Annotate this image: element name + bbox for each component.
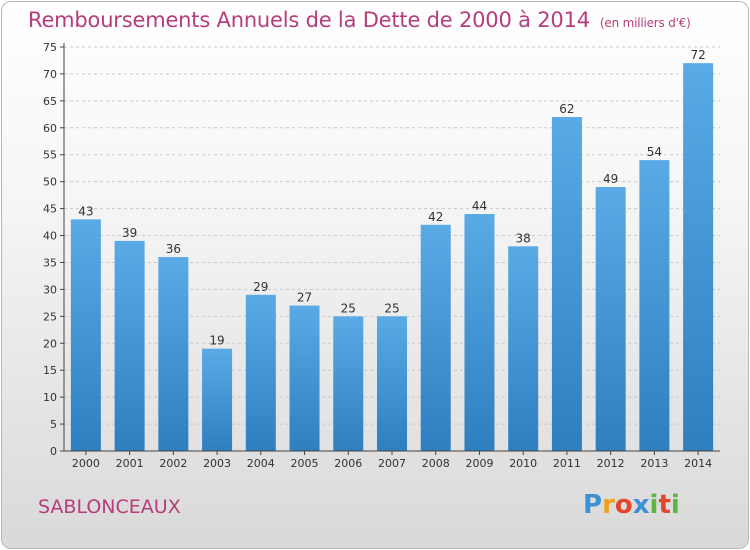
bar-value-label: 62 [559, 102, 574, 116]
y-tick-label: 5 [50, 418, 57, 431]
bar [245, 294, 276, 451]
x-tick-label: 2013 [640, 457, 668, 470]
bar-value-label: 49 [603, 172, 618, 186]
x-tick-label: 2005 [291, 457, 319, 470]
x-tick-label: 2009 [465, 457, 493, 470]
bar [114, 240, 145, 451]
bar-value-label: 36 [166, 242, 181, 256]
bar [420, 224, 451, 451]
x-tick-label: 2007 [378, 457, 406, 470]
x-tick-label: 2012 [597, 457, 625, 470]
y-tick-label: 50 [43, 176, 57, 189]
bar [595, 187, 626, 451]
y-tick-label: 30 [43, 283, 57, 296]
logo-letter: P [583, 490, 603, 520]
y-tick-label: 10 [43, 391, 57, 404]
x-tick-label: 2003 [203, 457, 231, 470]
bar [508, 246, 539, 451]
bar-value-label: 19 [209, 334, 224, 348]
x-tick-label: 2008 [422, 457, 450, 470]
bar-value-label: 38 [516, 231, 531, 245]
bar-value-label: 72 [690, 48, 705, 62]
bar [683, 63, 714, 451]
logo-letter: o [614, 490, 633, 520]
y-tick-label: 35 [43, 256, 57, 269]
bars [70, 63, 714, 451]
bar-value-label: 29 [253, 280, 268, 294]
bar [551, 117, 582, 451]
y-tick-label: 0 [50, 445, 57, 458]
y-tick-label: 60 [43, 122, 57, 135]
logo-letter: t [658, 490, 671, 520]
x-tick-label: 2011 [553, 457, 581, 470]
proxiti-logo: Proxiti [583, 490, 680, 520]
bar-value-label: 39 [122, 226, 137, 240]
y-tick-label: 45 [43, 203, 57, 216]
chart-title-text: Remboursements Annuels de la Dette de 20… [28, 8, 590, 32]
bar-value-label: 27 [297, 291, 312, 305]
x-tick-label: 2004 [247, 457, 275, 470]
y-tick-label: 20 [43, 337, 57, 350]
x-tick-label: 2014 [684, 457, 712, 470]
logo-letter: i [670, 490, 680, 520]
y-tick-label: 25 [43, 310, 57, 323]
bar-value-label: 43 [78, 204, 93, 218]
logo-letter: r [602, 490, 615, 520]
bar [377, 316, 407, 451]
bar-value-label: 44 [472, 199, 487, 213]
x-tick-label: 2001 [116, 457, 144, 470]
x-tick-label: 2000 [72, 457, 100, 470]
y-tick-label: 65 [43, 95, 57, 108]
bar-value-label: 42 [428, 210, 443, 224]
y-tick-label: 70 [43, 68, 57, 81]
y-tick-label: 75 [43, 41, 57, 54]
bar [202, 348, 233, 451]
bar [639, 160, 670, 451]
y-tick-label: 55 [43, 149, 57, 162]
bar [158, 257, 189, 451]
bar-value-label: 54 [647, 145, 662, 159]
y-tick-label: 40 [43, 230, 57, 243]
bar [70, 219, 101, 451]
bar-value-label: 25 [384, 301, 399, 315]
commune-name: SABLONCEAUX [38, 496, 181, 518]
bar [464, 213, 495, 451]
chart-title: Remboursements Annuels de la Dette de 20… [28, 8, 691, 32]
x-tick-label: 2002 [159, 457, 187, 470]
x-tick-label: 2010 [509, 457, 537, 470]
x-tick-label: 2006 [334, 457, 362, 470]
logo-letter: x [632, 490, 650, 520]
logo-letter: i [649, 490, 659, 520]
bar [289, 305, 320, 451]
value-labels: 43 39 36 19 29 27 25 25 42 44 38 62 49 54 72 [78, 48, 706, 347]
bar-value-label: 25 [341, 301, 356, 315]
axes: 0 5 10 15 20 25 30 35 40 45 50 55 60 65 70 75 2000 2001 20… [43, 41, 720, 470]
chart-subtitle: (en milliers d'€) [599, 16, 691, 30]
y-tick-label: 15 [43, 364, 57, 377]
bar [333, 316, 364, 451]
